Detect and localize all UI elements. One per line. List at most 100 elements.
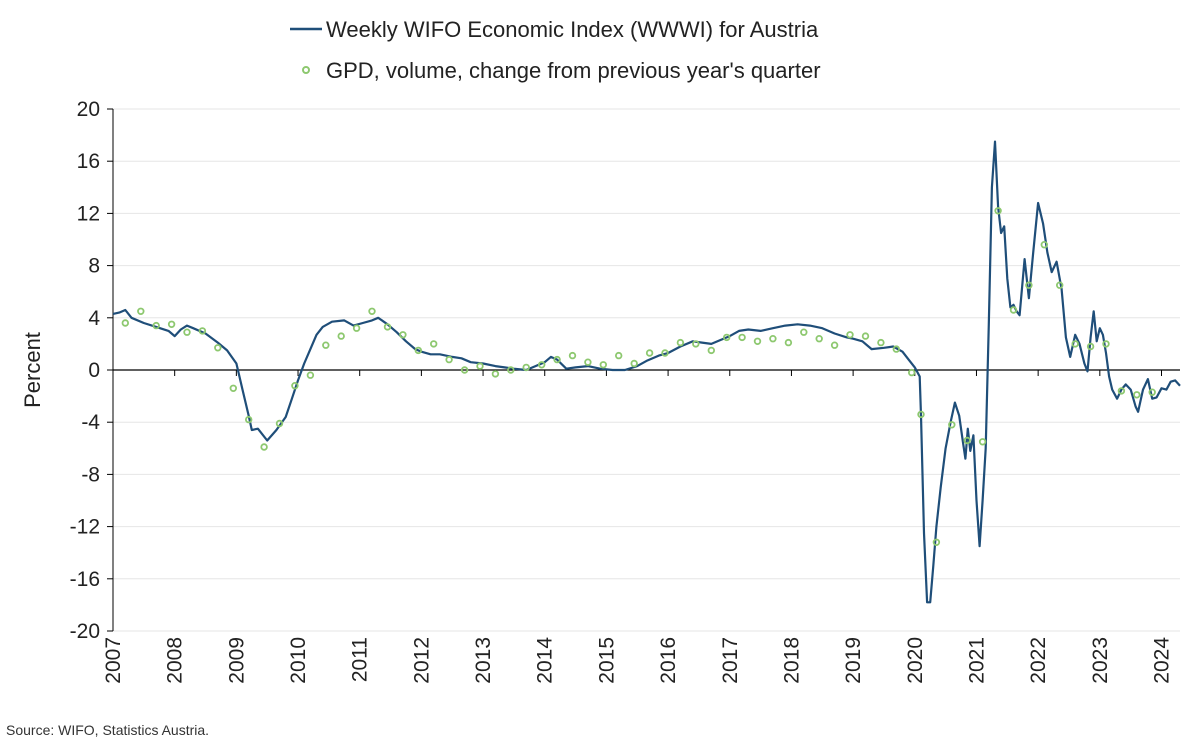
y-tick-label: -8: [81, 463, 100, 486]
gdp-point: [260, 443, 268, 451]
x-tick-label: 2024: [1150, 637, 1173, 684]
x-tick-label: 2011: [349, 637, 372, 682]
y-tick-label: 0: [88, 359, 100, 382]
gdp-point: [383, 323, 392, 331]
x-tick-label: 2008: [164, 637, 187, 684]
x-tick-label: 2015: [595, 637, 618, 684]
gdp-point: [917, 410, 925, 419]
gridlines: [113, 108, 1180, 632]
gdp-point: [399, 331, 407, 339]
gdp-point: [1148, 388, 1156, 396]
gdp-point: [1086, 342, 1095, 351]
x-tick-label: 2022: [1027, 637, 1050, 684]
gdp-point: [137, 307, 145, 315]
y-tick-label: -20: [70, 620, 100, 643]
gdp-point: [522, 363, 530, 372]
gdp-point: [121, 319, 129, 327]
y-tick-label: 16: [77, 150, 100, 173]
gdp-point: [1040, 240, 1048, 249]
gdp-point: [568, 351, 577, 360]
y-tick-labels: 20 16 12 8 4 0 -4 -8 -12 -16 -20: [70, 98, 101, 643]
gdp-point: [738, 333, 746, 342]
gdp-point: [1117, 387, 1126, 395]
x-tick-label: 2020: [904, 637, 927, 684]
gdp-point: [368, 307, 376, 315]
gdp-point: [707, 346, 715, 355]
x-tick-label: 2019: [842, 637, 865, 684]
gdp-point: [167, 320, 176, 328]
x-tick-label: 2021: [965, 637, 988, 684]
legend-label-gdp: GPD, volume, change from previous year's…: [326, 58, 821, 83]
gdp-point: [978, 438, 987, 446]
y-tick-label: -12: [70, 516, 100, 539]
gdp-point: [460, 366, 469, 374]
x-tick-label: 2012: [410, 637, 433, 684]
gdp-point: [491, 370, 500, 378]
y-tick-label: -16: [70, 568, 100, 591]
gdp-point: [214, 344, 222, 352]
gdp-point: [275, 419, 284, 428]
gdp-point: [846, 331, 854, 339]
gdp-point: [645, 349, 654, 357]
gdp-point: [800, 328, 808, 336]
gdp-point: [1071, 340, 1079, 348]
gdp-point: [861, 332, 870, 340]
y-tick-label: 8: [88, 255, 100, 278]
gdp-point: [661, 349, 669, 357]
gdp-point: [322, 341, 330, 349]
gdp-point: [152, 321, 160, 330]
gdp-point: [183, 328, 191, 336]
gdp-point: [769, 335, 777, 343]
gdp-point: [244, 415, 253, 424]
y-axis-label: Percent: [20, 332, 45, 408]
legend-label-wwwi: Weekly WIFO Economic Index (WWWI) for Au…: [326, 17, 819, 42]
x-tick-label: 2017: [719, 637, 742, 684]
x-tick-label: 2009: [225, 637, 248, 684]
axes: [107, 108, 1180, 632]
y-tick-label: 4: [88, 307, 100, 330]
gdp-point: [1102, 340, 1110, 348]
x-tick-label: 2013: [472, 637, 495, 684]
x-tick-label: 2023: [1089, 637, 1112, 684]
gdp-point: [445, 355, 453, 364]
gdp-point: [476, 362, 484, 370]
gdp-point: [306, 371, 315, 379]
y-tick-label: 12: [77, 202, 100, 225]
x-tick-labels: 2007 2008 2009 2010 2011 2012 2013 2014 2015 2016…: [102, 637, 1173, 684]
gdp-point: [1009, 306, 1018, 314]
gdp-point: [877, 338, 885, 347]
x-tick-label: 2016: [657, 637, 680, 684]
gdp-point: [994, 207, 1002, 215]
gdp-point: [692, 340, 700, 348]
gdp-point: [414, 346, 422, 355]
gdp-point: [430, 340, 438, 348]
gdp-point: [892, 345, 900, 353]
gdp-point: [337, 332, 345, 340]
x-tick-label: 2018: [780, 637, 803, 684]
legend-dot-swatch: [302, 66, 310, 74]
legend: Weekly WIFO Economic Index (WWWI) for Au…: [290, 17, 821, 83]
gdp-point: [198, 327, 207, 335]
y-tick-label: -4: [81, 411, 100, 434]
gdp-point: [932, 538, 941, 546]
y-tick-label: 20: [77, 98, 100, 121]
gdp-point: [784, 338, 793, 347]
gdp-point: [630, 359, 638, 368]
gdp-point: [538, 361, 546, 369]
gdp-point: [229, 384, 237, 392]
gdp-point: [291, 382, 299, 390]
gdp-point: [553, 355, 561, 364]
gdp-point: [352, 324, 361, 332]
series-line-wwwi: [112, 140, 1181, 604]
gdp-point: [676, 338, 685, 347]
gdp-point: [723, 333, 731, 342]
gdp-point: [753, 337, 762, 345]
x-tick-label: 2007: [102, 637, 125, 684]
gdp-point: [963, 436, 971, 445]
source-note: Source: WIFO, Statistics Austria.: [6, 722, 210, 738]
gdp-point: [584, 358, 592, 366]
gdp-point: [615, 351, 623, 360]
gdp-point: [815, 335, 823, 343]
gdp-point: [1055, 281, 1064, 289]
